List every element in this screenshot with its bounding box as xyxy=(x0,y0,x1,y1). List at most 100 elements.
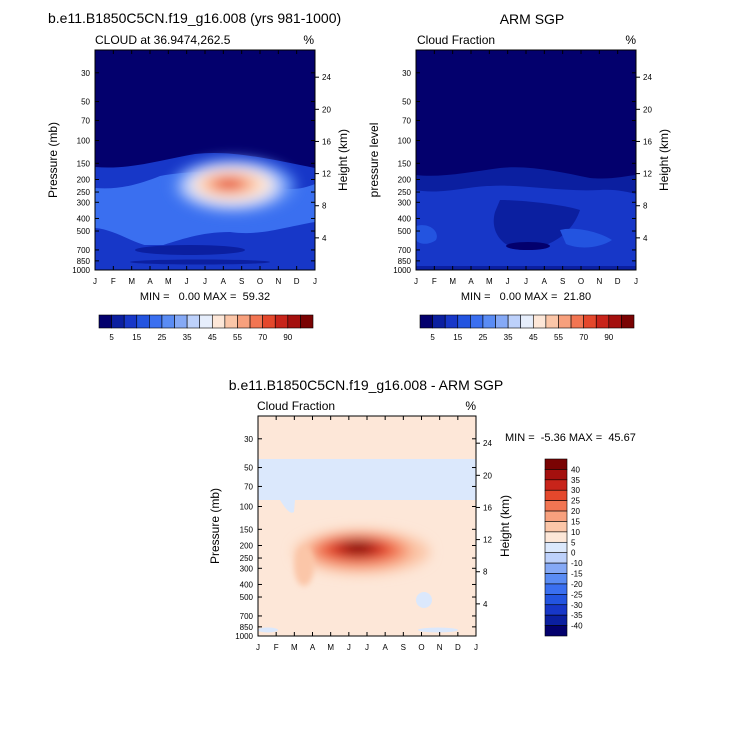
x-tick-label: M xyxy=(128,277,135,286)
height-tick-label: 16 xyxy=(322,137,331,146)
x-tick-label: S xyxy=(401,643,406,652)
x-tick-label: J xyxy=(365,643,369,652)
colorbar-label: 30 xyxy=(571,486,580,495)
colorbar-box xyxy=(544,594,568,606)
colorbar-box xyxy=(249,314,263,329)
x-tick-label: J xyxy=(506,277,510,286)
obs-dark-cell xyxy=(506,242,550,250)
colorbar-box xyxy=(544,625,568,637)
height-tick-label: 16 xyxy=(643,137,652,146)
colorbar-box xyxy=(186,314,201,329)
colorbar-box xyxy=(545,314,559,329)
obs-dark-pocket xyxy=(493,200,580,250)
colorbar-label: -15 xyxy=(571,570,583,579)
x-tick-label: D xyxy=(294,277,300,286)
colorbar-box xyxy=(211,314,226,329)
y-tick-label: 200 xyxy=(77,175,91,184)
y-tick-label: 1000 xyxy=(72,266,90,275)
panel-obs-title: Cloud Fraction xyxy=(417,33,495,47)
colorbar-box xyxy=(520,314,534,329)
y-tick-label: 70 xyxy=(81,116,90,125)
colorbar-box xyxy=(123,314,138,329)
x-tick-label: F xyxy=(111,277,116,286)
colorbar-box xyxy=(457,314,471,329)
colorbar-label: 20 xyxy=(571,507,580,516)
colorbar-label: 35 xyxy=(504,333,513,342)
y-tick-label: 850 xyxy=(398,257,412,266)
colorbar-box xyxy=(544,531,568,543)
y-tick-label: 50 xyxy=(244,464,253,473)
panel-obs-ylabel-right: Height (km) xyxy=(657,129,671,191)
colorbar-box xyxy=(544,541,568,554)
colorbar-box xyxy=(470,314,484,329)
y-tick-label: 400 xyxy=(398,214,412,223)
x-tick-label: N xyxy=(596,277,602,286)
colorbar-box xyxy=(300,314,314,329)
colorbar-box xyxy=(224,314,238,329)
y-tick-label: 150 xyxy=(398,159,412,168)
y-tick-label: 70 xyxy=(402,116,411,125)
y-tick-label: 700 xyxy=(77,246,91,255)
colorbar-box xyxy=(544,552,568,564)
panel-model-colorbar: 5 15 25 35 45 55 70 90 xyxy=(98,314,314,342)
colorbar-label: 25 xyxy=(571,497,580,506)
x-tick-label: F xyxy=(274,643,279,652)
colorbar-label: 70 xyxy=(258,333,267,342)
panel-model-minmax: MIN = 0.00 MAX = 59.32 xyxy=(140,291,270,303)
y-tick-label: 250 xyxy=(398,188,412,197)
y-tick-label: 200 xyxy=(398,175,412,184)
x-tick-label: S xyxy=(239,277,244,286)
panel-model-ylabel: Pressure (mb) xyxy=(46,122,60,198)
colorbar-box xyxy=(419,314,433,329)
y-tick-label: 300 xyxy=(398,198,412,207)
height-tick-label: 8 xyxy=(322,202,327,211)
colorbar-box xyxy=(532,314,547,329)
colorbar-label: 35 xyxy=(183,333,192,342)
colorbar-box xyxy=(287,314,301,329)
y-tick-label: 30 xyxy=(244,435,253,444)
colorbar-label: 90 xyxy=(604,333,613,342)
colorbar-box xyxy=(507,314,522,329)
panel-obs-colorbar: 5 15 25 35 45 55 70 90 xyxy=(419,314,635,342)
colorbar-label: -35 xyxy=(571,611,583,620)
colorbar-label: 45 xyxy=(529,333,538,342)
field-cell-dark xyxy=(135,245,245,255)
x-tick-label: J xyxy=(524,277,528,286)
height-tick-label: 20 xyxy=(322,105,331,114)
y-tick-label: 50 xyxy=(402,98,411,107)
figure-title-left: b.e11.B1850C5CN.f19_g16.008 (yrs 981-100… xyxy=(48,10,341,26)
colorbar-box xyxy=(482,314,496,329)
colorbar-box xyxy=(544,573,568,585)
y-tick-label: 850 xyxy=(77,257,91,266)
height-tick-label: 4 xyxy=(322,234,327,243)
x-tick-label: A xyxy=(542,277,548,286)
colorbar-label: 45 xyxy=(208,333,217,342)
panel-obs-ylabel: pressure level xyxy=(367,123,381,198)
colorbar-box xyxy=(544,510,568,522)
colorbar-box xyxy=(149,314,163,329)
colorbar-box xyxy=(274,314,289,329)
y-tick-label: 500 xyxy=(398,227,412,236)
x-tick-label: M xyxy=(486,277,493,286)
y-tick-label: 200 xyxy=(240,541,254,550)
colorbar-box xyxy=(570,314,584,329)
colorbar-box xyxy=(237,314,251,329)
colorbar-box xyxy=(174,314,188,329)
panel-diff-field xyxy=(258,416,476,636)
y-tick-label: 70 xyxy=(244,482,253,491)
obs-light-patches xyxy=(416,225,612,248)
x-tick-label: O xyxy=(578,277,584,286)
x-tick-label: A xyxy=(221,277,227,286)
x-tick-label: M xyxy=(165,277,172,286)
diff-side-patch xyxy=(294,546,314,586)
panel-obs-field xyxy=(416,50,636,270)
colorbar-box xyxy=(544,489,568,501)
y-tick-label: 30 xyxy=(81,69,90,78)
x-tick-label: A xyxy=(310,643,316,652)
x-tick-label: F xyxy=(432,277,437,286)
